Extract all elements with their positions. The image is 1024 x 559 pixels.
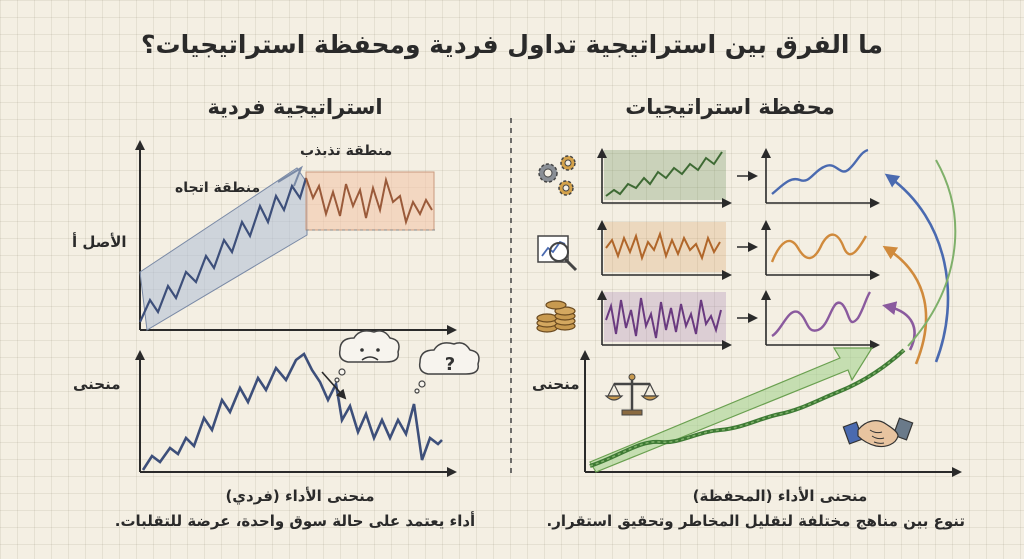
- strategy-chart-purple: [597, 290, 732, 350]
- question-mark: ?: [445, 354, 455, 375]
- green-strategy-line: [605, 151, 723, 197]
- sad-cloud-icon: [334, 330, 400, 383]
- asset-label: الأصل أ: [72, 233, 127, 251]
- page-title: ما الفرق بين استراتيجية تداول فردية ومحف…: [141, 30, 883, 59]
- trend-zone-band: [139, 167, 308, 331]
- orange-strategy-line: [605, 230, 721, 262]
- portfolio-performance-label: منحنى الأداء (المحفظة): [692, 487, 868, 505]
- orange-result-line: [770, 233, 868, 263]
- asset-chart: [135, 140, 457, 335]
- strategy-chart-orange: [597, 220, 732, 280]
- purple-result-line: [771, 291, 872, 338]
- trend-zone-label: منطقة اتجاه: [175, 180, 261, 196]
- result-chart-blue: [761, 148, 880, 208]
- question-cloud-icon: ?: [414, 342, 480, 394]
- handshake-icon: [842, 417, 914, 448]
- trend-price-line: [138, 177, 308, 323]
- result-chart-purple: [761, 290, 880, 350]
- result-chart-orange: [761, 220, 880, 280]
- portfolio-panel-title: محفظة استراتيجيات: [625, 95, 835, 119]
- purple-feedback-arrow: [882, 301, 916, 351]
- strategy-chart-green: [597, 148, 732, 208]
- single-performance-chart: ?: [135, 330, 480, 477]
- sideways-zone-label: منطقة تذبذب: [300, 143, 393, 159]
- portfolio-caption: تنوع بين مناهج مختلفة لتقليل المخاطر وتح…: [546, 512, 965, 530]
- magnifier-chart-icon: [537, 235, 578, 272]
- blue-feedback-arrow: [884, 173, 950, 363]
- scale-icon: [604, 373, 660, 416]
- single-strategy-panel-title: استراتيجية فردية: [207, 95, 383, 119]
- trend-arrow-head: [277, 165, 304, 187]
- single-performance-label: منحنى الأداء (فردي): [225, 487, 375, 505]
- coins-icon: [536, 300, 576, 333]
- sideways-price-line: [305, 176, 433, 226]
- portfolio-performance-chart: [580, 347, 962, 477]
- right-curve-label: منحنى: [532, 375, 580, 393]
- gears-icon: [538, 155, 576, 196]
- single-strategy-caption: أداء يعتمد على حالة سوق واحدة، عرضة للتق…: [114, 512, 476, 530]
- left-curve-label: منحنى: [73, 375, 121, 393]
- blue-result-line: [771, 148, 869, 195]
- purple-strategy-line: [605, 297, 722, 339]
- single-performance-line: [141, 352, 443, 471]
- orange-feedback-arrow: [882, 245, 928, 365]
- green-feedback-arrow: [907, 159, 957, 347]
